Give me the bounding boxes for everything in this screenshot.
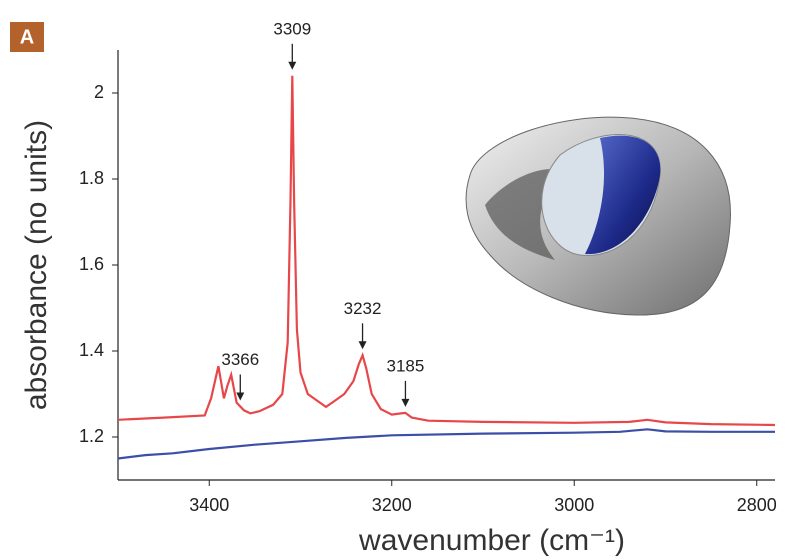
y-tick-label: 1.8	[79, 168, 104, 188]
x-tick-label: 3400	[189, 495, 229, 515]
annotation-label: 3309	[273, 19, 311, 38]
x-axis-label: wavenumber (cm⁻¹)	[358, 524, 625, 557]
panel-badge	[10, 22, 44, 52]
x-tick-label: 3200	[372, 495, 412, 515]
annotation-label: 3366	[221, 350, 259, 369]
annotation-label: 3185	[387, 356, 425, 375]
panel-label: A	[20, 26, 34, 48]
annotation-arrowhead	[358, 341, 367, 350]
spectrum-line	[117, 428, 775, 460]
y-tick-label: 2	[94, 82, 104, 102]
y-axis-label: absorbance (no units)	[20, 120, 53, 410]
y-tick-label: 1.4	[79, 340, 104, 360]
ring-photo	[465, 116, 731, 316]
spectrum-line	[117, 75, 776, 427]
annotation-arrowhead	[288, 61, 297, 70]
x-tick-label: 3000	[554, 495, 594, 515]
y-tick-label: 1.6	[79, 254, 104, 274]
annotation-label: 3232	[344, 299, 382, 318]
annotation-arrowhead	[236, 392, 245, 401]
y-tick-label: 1.2	[79, 426, 104, 446]
x-tick-label: 2800	[737, 495, 777, 515]
annotation-arrowhead	[401, 398, 410, 407]
